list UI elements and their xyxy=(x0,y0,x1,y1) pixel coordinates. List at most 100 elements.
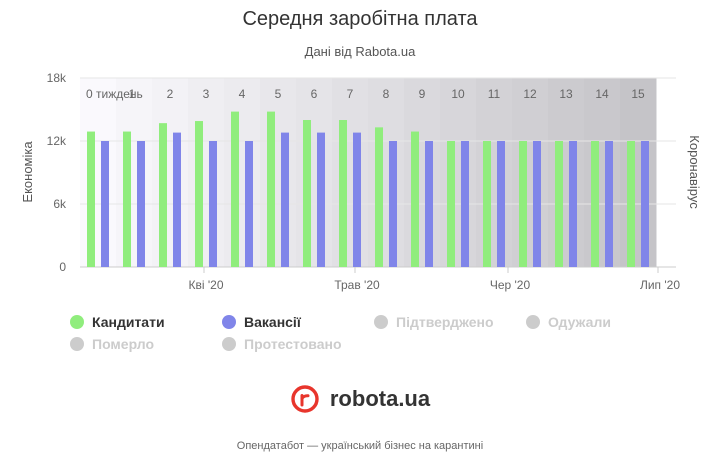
legend-label-vacancies: Вакансії xyxy=(244,314,301,330)
bar-candidates[interactable] xyxy=(555,141,563,267)
week-label: 8 xyxy=(383,87,390,101)
bar-vacancies[interactable] xyxy=(605,141,613,267)
week-band xyxy=(620,78,657,267)
bar-vacancies[interactable] xyxy=(641,141,649,267)
x-tick-label: Лип '20 xyxy=(640,278,680,292)
legend-dot-candidates xyxy=(70,315,84,329)
legend-label-confirmed: Підтверджено xyxy=(396,314,494,330)
bar-candidates[interactable] xyxy=(447,141,455,267)
week-label: 10 xyxy=(451,87,465,101)
bar-candidates[interactable] xyxy=(627,141,635,267)
chart-subtitle: Дані від Rabota.ua xyxy=(304,44,416,59)
bar-candidates[interactable] xyxy=(159,123,167,268)
x-tick-label: Чер '20 xyxy=(490,278,531,292)
week-band xyxy=(296,78,333,267)
bar-vacancies[interactable] xyxy=(137,141,145,267)
bar-candidates[interactable] xyxy=(123,131,131,267)
legend-item-vacancies[interactable]: Вакансії xyxy=(222,314,301,330)
y-axis-title: Економіка xyxy=(20,141,35,203)
bar-candidates[interactable] xyxy=(483,141,491,267)
bar-candidates[interactable] xyxy=(87,131,95,267)
legend-dot-recovered xyxy=(526,315,540,329)
x-tick-label: Кві '20 xyxy=(188,278,223,292)
legend-item-tested[interactable]: Протестовано xyxy=(222,336,342,352)
week-band xyxy=(404,78,441,267)
x-axis: Кві '20 Трав '20 Чер '20 Лип '20 xyxy=(188,267,680,292)
legend-dot-confirmed xyxy=(374,315,388,329)
week-band xyxy=(116,78,153,267)
y-axis: 0 6k 12k 18k xyxy=(47,71,67,274)
week-label: 5 xyxy=(275,87,282,101)
bar-candidates[interactable] xyxy=(519,141,527,267)
week-label: 12 xyxy=(523,87,537,101)
robota-logo[interactable]: robota.ua xyxy=(0,384,720,414)
legend-dot-died xyxy=(70,337,84,351)
bars xyxy=(87,111,649,268)
bar-vacancies[interactable] xyxy=(173,132,181,267)
week-band xyxy=(188,78,225,267)
legend-item-candidates[interactable]: Кандитати xyxy=(70,314,165,330)
legend-dot-tested xyxy=(222,337,236,351)
week-label: 7 xyxy=(347,87,354,101)
bar-candidates[interactable] xyxy=(231,111,239,267)
bar-vacancies[interactable] xyxy=(353,132,361,267)
week-label: 11 xyxy=(488,87,501,101)
bar-vacancies[interactable] xyxy=(317,132,325,267)
week-label: 3 xyxy=(203,87,210,101)
footer-credit: Опендатабот — український бізнес на кара… xyxy=(236,440,484,452)
week-band xyxy=(548,78,585,267)
week-label: 4 xyxy=(239,87,246,101)
bar-candidates[interactable] xyxy=(195,121,203,267)
bar-vacancies[interactable] xyxy=(425,141,433,267)
bar-vacancies[interactable] xyxy=(461,141,469,267)
x-tick-label: Трав '20 xyxy=(334,278,380,292)
legend-item-recovered[interactable]: Одужали xyxy=(526,314,611,330)
bar-vacancies[interactable] xyxy=(569,141,577,267)
week-label: 6 xyxy=(311,87,318,101)
bar-candidates[interactable] xyxy=(411,131,419,267)
legend-label-recovered: Одужали xyxy=(548,314,611,330)
bar-candidates[interactable] xyxy=(339,120,347,267)
legend-item-died[interactable]: Померло xyxy=(70,336,154,352)
chart-title: Середня заробітна плата xyxy=(242,8,478,30)
week-bands xyxy=(80,78,657,267)
bar-vacancies[interactable] xyxy=(497,141,505,267)
week-label: 1 xyxy=(129,87,136,101)
legend-dot-vacancies xyxy=(222,315,236,329)
week-label: 9 xyxy=(419,87,426,101)
week-band xyxy=(152,78,189,267)
week-label: 15 xyxy=(631,87,645,101)
legend-label-died: Померло xyxy=(92,336,155,352)
bar-candidates[interactable] xyxy=(375,127,383,267)
legend-label-candidates: Кандитати xyxy=(92,314,165,330)
week-band xyxy=(332,78,369,267)
bar-vacancies[interactable] xyxy=(245,141,253,267)
week-band xyxy=(440,78,477,267)
legend-label-tested: Протестовано xyxy=(244,336,342,352)
y2-axis-title: Коронавірус xyxy=(687,135,702,209)
week-band xyxy=(80,78,117,267)
week-label: 0 тиждень xyxy=(86,87,143,101)
bar-vacancies[interactable] xyxy=(101,141,109,267)
robota-r-icon xyxy=(291,385,319,413)
week-band xyxy=(260,78,297,267)
bar-candidates[interactable] xyxy=(267,111,275,267)
week-band xyxy=(476,78,513,267)
legend-item-confirmed[interactable]: Підтверджено xyxy=(374,314,494,330)
bar-vacancies[interactable] xyxy=(209,141,217,267)
bar-vacancies[interactable] xyxy=(389,141,397,267)
logo-text: robota.ua xyxy=(329,386,431,411)
bar-vacancies[interactable] xyxy=(281,132,289,267)
y-tick-label: 0 xyxy=(59,260,66,274)
week-band xyxy=(368,78,405,267)
y-tick-label: 12k xyxy=(47,134,67,148)
week-label: 2 xyxy=(167,87,174,101)
bar-candidates[interactable] xyxy=(591,141,599,267)
bar-candidates[interactable] xyxy=(303,120,311,267)
bar-vacancies[interactable] xyxy=(533,141,541,267)
week-band xyxy=(512,78,549,267)
y-tick-label: 18k xyxy=(47,71,67,85)
week-band xyxy=(224,78,261,267)
